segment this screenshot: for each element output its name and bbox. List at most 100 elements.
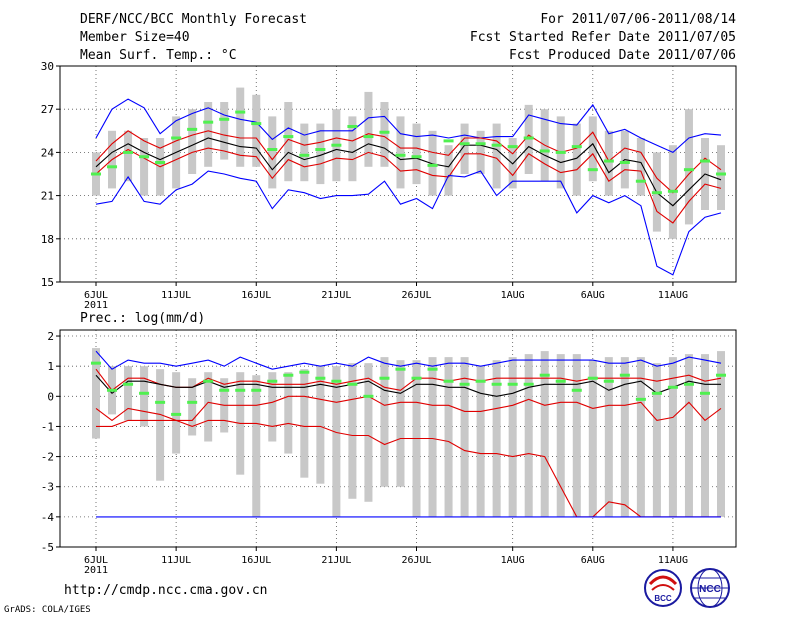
median-marker (651, 391, 662, 395)
x-tick-label: 11JUL (161, 290, 191, 301)
median-marker (379, 130, 390, 134)
median-marker (171, 136, 182, 140)
x-tick-label: 11AUG (658, 555, 688, 566)
range-bar (124, 130, 133, 182)
member-size: Member Size=40 (80, 30, 190, 45)
chart-title: DERF/NCC/BCC Monthly Forecast (80, 12, 307, 27)
median-marker (635, 179, 646, 183)
median-marker (235, 110, 246, 114)
median-marker (123, 150, 134, 154)
median-marker (107, 388, 118, 392)
median-marker (443, 139, 454, 143)
range-bar (572, 123, 581, 196)
range-bar (508, 357, 517, 517)
range-bar (348, 363, 357, 499)
series-line-upper (95, 368, 722, 392)
ncc-logo: NCC (690, 568, 730, 608)
range-bar (380, 102, 389, 167)
median-marker (427, 163, 438, 167)
y-tick-label: -4 (41, 511, 55, 524)
median-marker (187, 127, 198, 131)
median-marker (411, 376, 422, 380)
median-marker (315, 376, 326, 380)
plot-frame (59, 329, 737, 548)
range-bar (284, 102, 293, 182)
median-marker (331, 379, 342, 383)
bcc-logo-text: BCC (654, 594, 672, 603)
median-marker (107, 165, 118, 169)
range-bar (140, 366, 149, 427)
median-marker (587, 376, 598, 380)
range-bar (332, 366, 341, 517)
range-bar (156, 369, 165, 481)
range-bar (124, 366, 133, 421)
y-tick-label: 0 (47, 390, 54, 403)
median-marker (155, 160, 166, 164)
range-bar (380, 357, 389, 487)
median-marker (331, 143, 342, 147)
x-tick-label: 6JUL (84, 290, 108, 301)
series-line-mean (95, 374, 721, 397)
variable-label: Mean Surf. Temp.: °C (80, 48, 237, 63)
median-marker (539, 149, 550, 153)
range-bar (572, 354, 581, 517)
median-marker (475, 142, 486, 146)
range-bar (460, 123, 469, 174)
range-bar (668, 357, 677, 517)
x-tick-label: 16JUL (241, 555, 271, 566)
median-marker (603, 379, 614, 383)
series-line-mean (95, 137, 722, 207)
y-tick-label: 21 (41, 190, 54, 203)
median-marker (587, 168, 598, 172)
range-bar (140, 138, 149, 196)
median-marker (555, 150, 566, 154)
x-tick-label: 6JUL (84, 555, 108, 566)
median-marker (459, 382, 470, 386)
range-bar (204, 372, 213, 442)
range-bar (476, 130, 485, 174)
median-marker (699, 391, 710, 395)
range-bar (700, 354, 709, 517)
x-tick-label: 21JUL (321, 555, 351, 566)
median-marker (635, 397, 646, 401)
median-marker (411, 155, 422, 159)
range-bar (444, 145, 453, 196)
x-tick-label: 16JUL (241, 290, 271, 301)
median-marker (90, 361, 102, 365)
median-marker (667, 385, 678, 389)
y-tick-label: 27 (41, 103, 54, 116)
x-tick-label: 11AUG (658, 290, 688, 301)
precip-panel-title: Prec.: log(mm/d) (80, 311, 206, 326)
median-marker (155, 400, 166, 404)
footer-url[interactable]: http://cmdp.ncc.cma.gov.cn (64, 583, 268, 598)
median-marker (603, 159, 614, 163)
x-tick-label: 26JUL (401, 555, 431, 566)
range-bar (652, 363, 661, 517)
x-tick-label: 6AUG (581, 555, 605, 566)
median-marker (571, 145, 582, 149)
median-marker (299, 370, 310, 374)
y-tick-label: 15 (41, 276, 54, 289)
median-marker (363, 135, 374, 139)
range-bar (604, 357, 613, 517)
range-bar (716, 351, 726, 517)
series-line-max (95, 350, 722, 370)
median-marker (347, 124, 358, 128)
range-bar (588, 116, 597, 182)
median-marker (667, 189, 678, 193)
series-line-min (95, 170, 722, 276)
median-marker (235, 388, 246, 392)
median-marker (619, 160, 630, 164)
bcc-logo: BCC (644, 569, 682, 607)
median-marker (251, 388, 262, 392)
median-marker (683, 168, 694, 172)
y-tick-label: 18 (41, 233, 54, 246)
x-tick-year-label: 2011 (84, 565, 108, 576)
median-marker (523, 136, 534, 140)
median-marker (299, 153, 310, 157)
range-bar (204, 102, 213, 167)
median-marker (491, 382, 502, 386)
x-tick-label: 21JUL (321, 290, 351, 301)
